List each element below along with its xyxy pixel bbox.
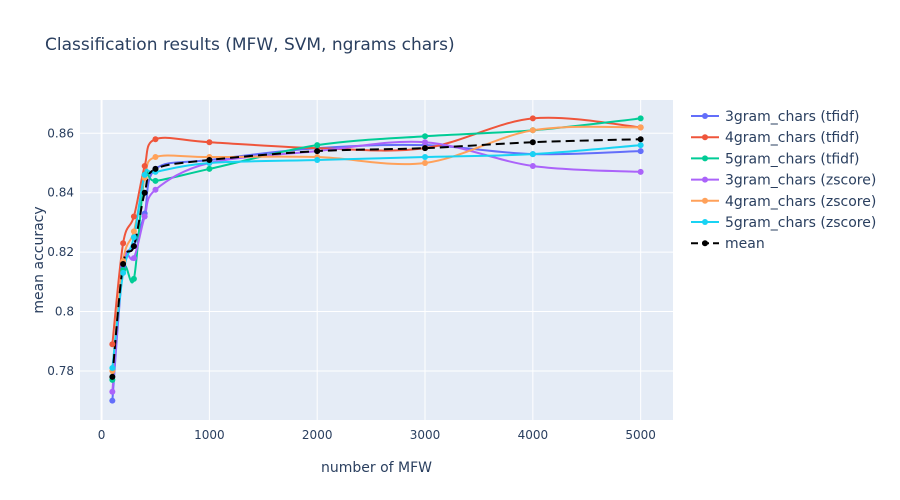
legend-swatch-marker (702, 240, 708, 247)
data-point-5gram-chars-tfidf (314, 142, 321, 149)
legend-item-mean: mean (691, 236, 765, 252)
data-point-mean (206, 157, 213, 164)
y-tick-label: 0.84 (47, 186, 74, 200)
x-tick-label: 0 (98, 428, 106, 442)
y-tick-label: 0.82 (47, 245, 74, 259)
data-point-4gram-chars-zscore (637, 124, 644, 131)
legend-item-5gram-chars-tfidf: 5gram_chars (tfidf) (691, 151, 859, 167)
data-point-4gram-chars-tfidf (206, 139, 213, 146)
legend-swatch-marker (702, 113, 708, 119)
data-point-mean (637, 136, 644, 143)
legend-label: 3gram_chars (tfidf) (725, 109, 859, 125)
data-point-4gram-chars-zscore (529, 127, 536, 134)
legend-label: 3gram_chars (zscore) (725, 173, 876, 189)
legend-swatch-marker (702, 219, 708, 225)
axis-ticks: 0 1000 2000 3000 4000 5000 0.78 0.8 0.82 0.84 0.86 (47, 126, 656, 442)
data-point-4gram-chars-tfidf (152, 136, 159, 143)
legend-swatch-marker (702, 176, 708, 183)
data-point-4gram-chars-tfidf (529, 115, 536, 122)
legend-item-3gram-chars-zscore: 3gram_chars (zscore) (691, 173, 876, 189)
data-point-4gram-chars-tfidf (109, 341, 116, 348)
data-point-mean (529, 139, 536, 146)
series-markers (109, 115, 644, 404)
data-point-mean (120, 261, 127, 268)
data-point-5gram-chars-tfidf (130, 275, 137, 282)
data-point-3gram-chars-zscore (109, 388, 116, 395)
data-point-mean (109, 373, 116, 380)
legend-label: mean (725, 236, 765, 252)
data-point-4gram-chars-zscore (422, 159, 429, 166)
data-point-5gram-chars-zscore (141, 171, 148, 178)
data-point-4gram-chars-zscore (152, 154, 159, 161)
y-tick-label: 0.78 (47, 364, 74, 378)
data-point-5gram-chars-zscore (422, 154, 429, 161)
legend-swatch-marker (702, 134, 708, 141)
legend-label: 4gram_chars (tfidf) (725, 130, 859, 146)
data-point-3gram-chars-zscore (637, 168, 644, 175)
x-axis-title: number of MFW (321, 460, 432, 476)
data-point-mean (152, 165, 159, 172)
y-tick-label: 0.86 (47, 126, 74, 140)
data-point-3gram-chars-zscore (141, 213, 148, 220)
data-point-3gram-chars-tfidf (109, 397, 116, 404)
data-point-3gram-chars-zscore (529, 162, 536, 169)
data-point-3gram-chars-zscore (152, 186, 159, 193)
legend-item-3gram-chars-tfidf: 3gram_chars (tfidf) (691, 109, 859, 125)
legend-swatch-marker (702, 197, 708, 204)
data-point-5gram-chars-tfidf (152, 177, 159, 184)
legend: 3gram_chars (tfidf) 4gram_chars (tfidf) 5g… (691, 109, 876, 252)
data-point-5gram-chars-tfidf (422, 133, 429, 140)
data-point-4gram-chars-tfidf (141, 162, 148, 169)
data-point-5gram-chars-zscore (529, 151, 536, 158)
data-point-mean (130, 243, 137, 250)
legend-label: 5gram_chars (tfidf) (725, 151, 859, 167)
data-point-5gram-chars-tfidf (206, 165, 213, 172)
data-point-mean (314, 148, 321, 155)
y-tick-label: 0.8 (55, 305, 74, 319)
data-point-mean (141, 189, 148, 196)
legend-item-4gram-chars-zscore: 4gram_chars (zscore) (691, 194, 876, 210)
x-tick-label: 2000 (302, 428, 333, 442)
data-point-3gram-chars-zscore (422, 139, 429, 146)
x-tick-label: 1000 (194, 428, 225, 442)
data-point-3gram-chars-tfidf (637, 148, 644, 155)
data-point-5gram-chars-tfidf (637, 115, 644, 122)
data-point-5gram-chars-zscore (109, 365, 116, 372)
data-point-3gram-chars-zscore (130, 255, 137, 262)
data-point-4gram-chars-zscore (130, 228, 137, 235)
data-point-4gram-chars-tfidf (130, 213, 137, 220)
legend-item-5gram-chars-zscore: 5gram_chars (zscore) (691, 215, 876, 231)
data-point-5gram-chars-zscore (314, 157, 321, 164)
data-point-4gram-chars-tfidf (120, 240, 127, 247)
chart-title: Classification results (MFW, SVM, ngrams… (45, 35, 455, 55)
legend-label: 5gram_chars (zscore) (725, 215, 876, 231)
legend-item-4gram-chars-tfidf: 4gram_chars (tfidf) (691, 130, 859, 146)
legend-label: 4gram_chars (zscore) (725, 194, 876, 210)
data-point-mean (422, 145, 429, 152)
x-tick-label: 5000 (625, 428, 656, 442)
x-tick-label: 3000 (410, 428, 441, 442)
data-point-5gram-chars-zscore (130, 234, 137, 241)
data-point-5gram-chars-zscore (120, 269, 127, 276)
series-line-5gram-chars-tfidf (111, 117, 641, 380)
x-tick-label: 4000 (518, 428, 549, 442)
plot-area (80, 100, 673, 420)
data-point-5gram-chars-zscore (637, 142, 644, 149)
y-axis-title: mean accuracy (31, 206, 47, 313)
legend-swatch-marker (702, 155, 708, 162)
